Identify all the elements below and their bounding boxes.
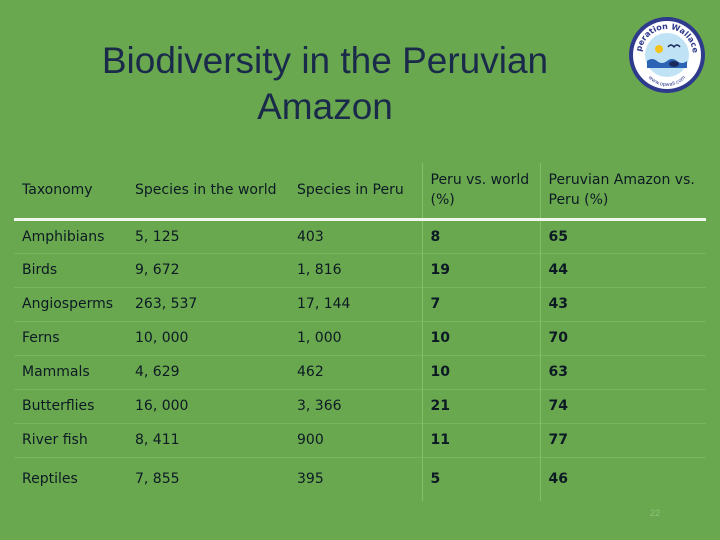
cell-amazon-vs-peru: 74 — [539, 389, 706, 423]
cell-species-world: 10, 000 — [135, 330, 189, 346]
cell-species-world: 4, 629 — [135, 364, 180, 380]
cell-peru-vs-world: 11 — [421, 423, 540, 457]
cell-taxonomy: Butterflies — [22, 398, 95, 414]
cell-taxonomy: Reptiles — [22, 471, 78, 488]
table-row: Amphibians 5, 125 403 8 65 — [14, 219, 706, 253]
fish-icon — [669, 61, 679, 67]
table-row: Angiosperms 263, 537 17, 144 7 43 — [14, 287, 706, 321]
cell-taxonomy: River fish — [22, 432, 88, 448]
cell-taxonomy: Angiosperms — [22, 296, 114, 312]
title-line-2: Amazon — [257, 86, 393, 127]
table-row: Butterflies 16, 000 3, 366 21 74 — [14, 389, 706, 423]
title-line-1: Biodiversity in the Peruvian — [101, 40, 549, 81]
table-row: Birds 9, 672 1, 816 19 44 — [14, 253, 706, 287]
page-number: 22 — [650, 508, 661, 518]
cell-amazon-vs-peru: 70 — [539, 321, 706, 355]
cell-peru-vs-world: 8 — [421, 219, 540, 253]
bird-icon — [667, 44, 681, 49]
biodiversity-table: Taxonomy Species in the world Species in… — [14, 163, 706, 501]
cell-amazon-vs-peru: 44 — [539, 253, 706, 287]
cell-amazon-vs-peru: 43 — [539, 287, 706, 321]
cell-amazon-vs-peru: 46 — [539, 457, 706, 501]
header-peru-vs-world: Peru vs. world (%) — [421, 163, 540, 221]
header-species-world: Species in the world — [127, 163, 289, 221]
cell-species-world: 8, 411 — [135, 432, 180, 448]
cell-species-peru: 900 — [297, 432, 324, 448]
cell-species-world: 16, 000 — [135, 398, 189, 414]
table-row: Ferns 10, 000 1, 000 10 70 — [14, 321, 706, 355]
operation-wallacea-logo: Operation Wallacea www.opwall.com — [628, 16, 705, 93]
cell-species-peru: 395 — [297, 471, 324, 488]
cell-peru-vs-world: 21 — [421, 389, 540, 423]
header-taxonomy: Taxonomy — [14, 163, 127, 221]
cell-species-peru: 462 — [297, 364, 324, 380]
cell-taxonomy: Ferns — [22, 330, 60, 346]
slide-title: Biodiversity in the Peruvian Amazon — [60, 38, 590, 130]
cell-species-peru: 3, 366 — [297, 398, 342, 414]
cell-peru-vs-world: 10 — [421, 355, 540, 389]
cell-taxonomy: Mammals — [22, 364, 90, 380]
cell-species-world: 9, 672 — [135, 262, 180, 278]
cell-taxonomy: Birds — [22, 262, 58, 278]
cell-amazon-vs-peru: 65 — [539, 219, 706, 253]
cell-amazon-vs-peru: 77 — [539, 423, 706, 457]
cell-species-world: 263, 537 — [135, 296, 198, 312]
cell-species-world: 7, 855 — [135, 471, 180, 488]
cell-taxonomy: Amphibians — [22, 228, 105, 245]
sun-icon — [655, 45, 663, 53]
cell-species-peru: 403 — [297, 228, 324, 245]
table-header-row: Taxonomy Species in the world Species in… — [14, 163, 706, 221]
table-row: Reptiles 7, 855 395 5 46 — [14, 457, 706, 501]
cell-species-peru: 1, 816 — [297, 262, 342, 278]
cell-peru-vs-world: 5 — [421, 457, 540, 501]
cell-species-peru: 1, 000 — [297, 330, 342, 346]
table-row: River fish 8, 411 900 11 77 — [14, 423, 706, 457]
cell-species-world: 5, 125 — [135, 228, 180, 245]
cell-amazon-vs-peru: 63 — [539, 355, 706, 389]
cell-peru-vs-world: 10 — [421, 321, 540, 355]
table-row: Mammals 4, 629 462 10 63 — [14, 355, 706, 389]
header-amazon-vs-peru: Peruvian Amazon vs. Peru (%) — [539, 163, 706, 221]
cell-species-peru: 17, 144 — [297, 296, 351, 312]
cell-peru-vs-world: 7 — [421, 287, 540, 321]
cell-peru-vs-world: 19 — [421, 253, 540, 287]
header-species-peru: Species in Peru — [289, 163, 422, 221]
